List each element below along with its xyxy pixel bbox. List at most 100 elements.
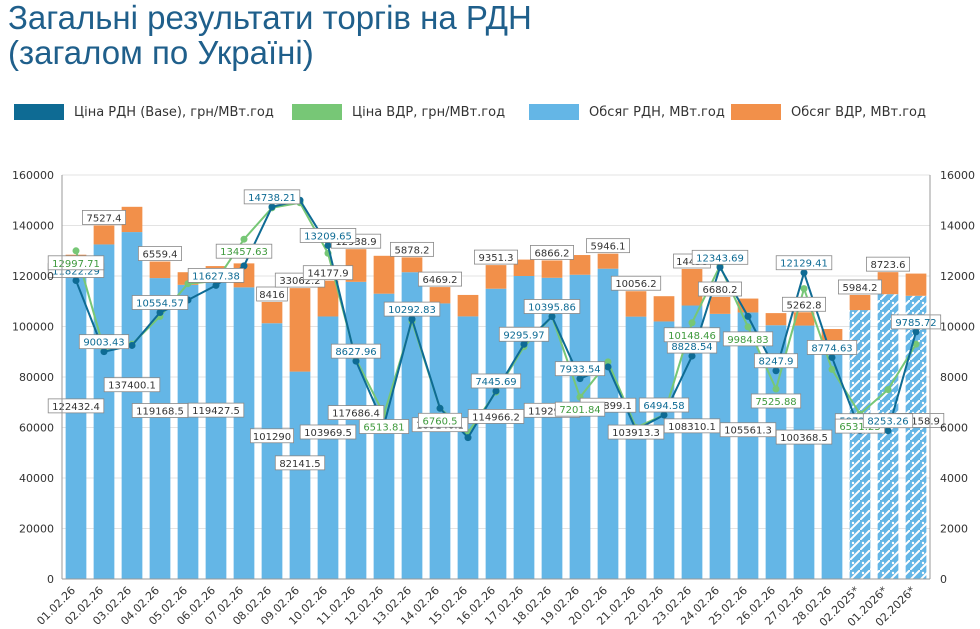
y-right-tick-label: 4000	[940, 472, 968, 485]
label-price-vdr-box	[358, 419, 410, 434]
label-price-vdr-box	[417, 412, 462, 428]
bar-volume-vdr	[709, 297, 731, 314]
label-volume-rdn-box	[274, 455, 326, 471]
price-rdn-point	[772, 367, 780, 375]
label-price-rdn-box	[862, 413, 914, 429]
label-price-rdn-box	[775, 255, 833, 271]
label-price-vdr: 9984.83	[727, 335, 768, 346]
legend-item-price-vdr[interactable]: Ціна ВДР, грн/МВт.год	[292, 100, 505, 124]
price-rdn-point	[884, 427, 892, 435]
label-volume-vdr: 9351.3	[479, 253, 514, 264]
label-price-rdn-box	[187, 268, 245, 283]
bar-volume-rdn	[205, 277, 227, 579]
label-price-rdn: 8828.54	[671, 342, 712, 353]
legend-swatch-price-vdr	[292, 104, 342, 120]
bar-volume-rdn	[877, 294, 899, 579]
label-volume-vdr: 5878.2	[395, 245, 430, 256]
label-volume-rdn: 119168.5	[136, 406, 184, 417]
label-volume-rdn-box	[299, 424, 357, 440]
label-price-rdn-box	[131, 295, 189, 310]
label-volume-vdr: 6680.2	[703, 285, 738, 296]
label-price-rdn-box	[523, 299, 581, 314]
label-price-vdr-box	[663, 327, 721, 343]
bar-volume-rdn	[541, 277, 563, 579]
legend-label-price-vdr: Ціна ВДР, грн/МВт.год	[352, 104, 506, 120]
legend-item-price-rdn[interactable]: Ціна РДН (Base), грн/МВт.год	[14, 100, 274, 124]
price-vdr-point	[772, 385, 780, 393]
label-volume-rdn: 137400.1	[108, 381, 156, 392]
label-volume-rdn: 114966.2	[472, 412, 520, 423]
legend-swatch-volume-vdr	[731, 104, 781, 120]
bar-volume-vdr	[401, 257, 423, 273]
bar-volume-rdn	[681, 305, 703, 579]
label-price-rdn: 13209.65	[304, 231, 352, 242]
bar-volume-vdr	[905, 273, 927, 296]
label-volume-vdr: 6866.2	[535, 248, 570, 259]
label-price-vdr: 6531.23	[839, 422, 880, 433]
label-price-vdr: 10148.46	[668, 331, 716, 342]
label-volume-rdn: 101290	[253, 432, 291, 443]
label-volume-vdr: 8416	[259, 290, 284, 301]
label-price-rdn: 9295.97	[503, 330, 544, 341]
label-price-rdn: 11822.29	[52, 266, 100, 277]
bar-volume-rdn	[289, 371, 311, 579]
y-left-tick-label: 0	[47, 573, 54, 586]
label-volume-rdn: 108310.1	[668, 422, 716, 433]
title-line-2: (загалом по Україні)	[8, 34, 314, 71]
label-price-rdn: 9785.72	[895, 318, 936, 329]
label-volume-rdn: 122899.1	[584, 401, 632, 412]
bar-volume-rdn	[793, 325, 815, 579]
bar-volume-rdn	[849, 310, 871, 579]
label-price-rdn: 8627.96	[335, 347, 376, 358]
bar-volume-vdr	[289, 288, 311, 372]
label-volume-rdn: 82141.5	[279, 459, 320, 470]
y-right-tick-label: 2000	[940, 523, 968, 536]
label-price-rdn: 12343.69	[696, 253, 744, 264]
price-rdn-point	[352, 357, 360, 365]
label-volume-rdn-box	[663, 418, 721, 434]
lines	[72, 196, 920, 442]
label-volume-rdn: 103969.5	[304, 428, 352, 439]
bar-volume-vdr	[513, 259, 535, 276]
label-price-vdr-box	[554, 401, 606, 417]
bar-volume-rdn	[233, 287, 255, 579]
label-volume-rdn-box	[103, 377, 161, 393]
price-rdn-point	[660, 411, 668, 419]
bar-volume-vdr	[541, 260, 563, 278]
bar-volume-rdn	[569, 274, 591, 579]
label-volume-vdr-box	[838, 279, 883, 295]
bar-volume-vdr	[765, 313, 787, 326]
label-price-rdn-box	[754, 353, 799, 369]
label-volume-rdn-box	[187, 402, 245, 418]
title-line-1: Загальні результати торгів на РДН	[8, 0, 532, 36]
bar-volume-rdn	[905, 295, 927, 579]
legend-item-volume-rdn[interactable]: Обсяг РДН, МВт.год	[529, 100, 725, 124]
price-vdr-point	[744, 323, 752, 331]
price-vdr-point	[912, 340, 920, 348]
bar-volume-vdr	[849, 294, 871, 311]
bar-volume-vdr	[681, 269, 703, 306]
label-price-rdn: 8774.63	[811, 343, 852, 354]
y-left-tick-label: 120000	[12, 270, 54, 283]
label-price-rdn: 7445.69	[475, 377, 516, 388]
bar-volume-rdn	[429, 303, 451, 579]
legend-label-volume-vdr: Обсяг ВДР, МВт.год	[791, 104, 926, 120]
y-right-tick-label: 8000	[940, 371, 968, 384]
y-left-tick-label: 100000	[12, 321, 54, 334]
price-vdr-point	[72, 247, 80, 255]
label-price-vdr: 12997.71	[52, 259, 100, 270]
bar-volume-rdn	[65, 269, 87, 579]
data-labels: 122432.4 7527.4 137400.1 119168.5 6559.4 1194…	[47, 189, 945, 471]
price-rdn-point	[912, 328, 920, 336]
label-price-rdn: 8253.26	[867, 417, 908, 428]
bar-volume-vdr	[149, 261, 171, 279]
y-left-tick-label: 160000	[12, 169, 54, 182]
label-price-rdn: 9003.43	[83, 338, 124, 349]
y-right-tick-label: 12000	[940, 270, 975, 283]
price-vdr-point	[884, 386, 892, 394]
label-price-rdn-box	[299, 228, 357, 243]
price-rdn-point	[828, 353, 836, 361]
label-volume-rdn-box	[607, 424, 665, 440]
price-rdn-point	[688, 352, 696, 360]
legend-item-volume-vdr[interactable]: Обсяг ВДР, МВт.год	[731, 100, 926, 124]
